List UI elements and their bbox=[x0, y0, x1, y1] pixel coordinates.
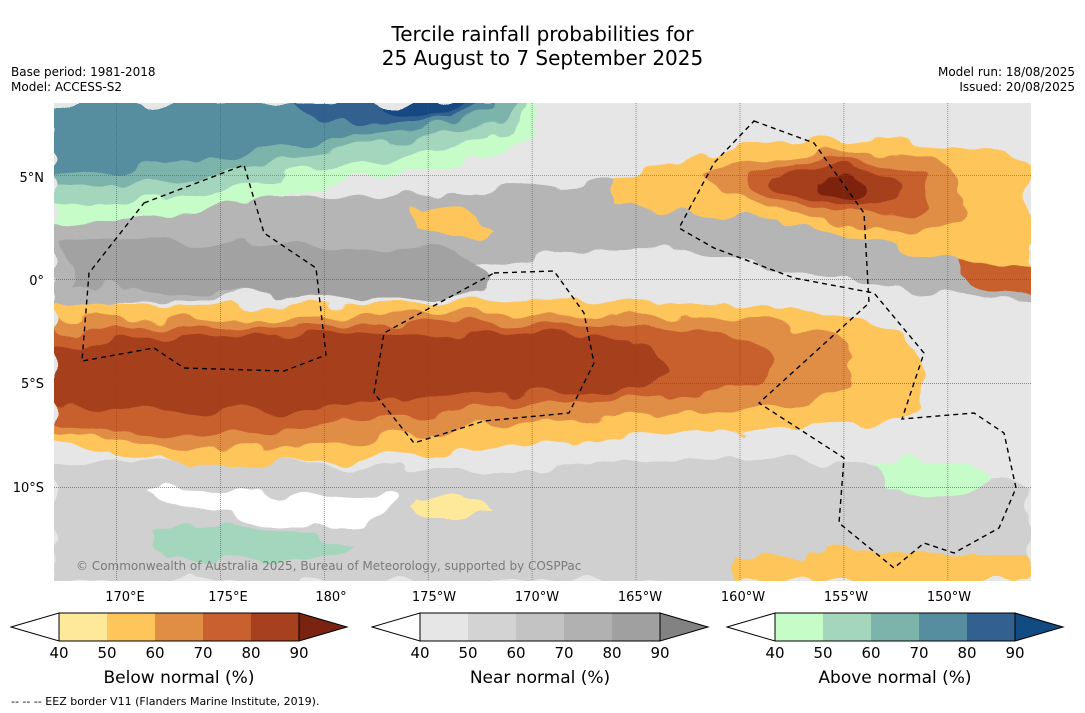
map-canvas bbox=[54, 103, 1031, 581]
graticule bbox=[54, 103, 1031, 581]
map-title: Tercile rainfall probabilities for 25 Au… bbox=[0, 22, 1085, 70]
lon-label-170w: 170°W bbox=[514, 590, 560, 605]
cbar-near-label: Near normal (%) bbox=[469, 668, 611, 688]
above-normal-90 bbox=[384, 103, 474, 116]
cbar-near-tick-70: 70 bbox=[554, 644, 574, 662]
colorbar-above-normal bbox=[726, 612, 1065, 642]
cbar-below-tick-40: 40 bbox=[49, 644, 69, 662]
eez-border-central bbox=[373, 270, 595, 444]
below-normal-patch-east bbox=[954, 262, 1031, 294]
lon-label-175w: 175°W bbox=[411, 590, 457, 605]
meta-right: Model run: 18/08/2025 Issued: 20/08/2025 bbox=[938, 65, 1075, 95]
colorbar-near-normal bbox=[371, 612, 710, 642]
cbar-below-70-80 bbox=[203, 613, 251, 641]
rainfall-map bbox=[54, 103, 1031, 581]
copyright-credit: © Commonwealth of Australia 2025, Bureau… bbox=[76, 559, 582, 573]
cbar-above-tick-90: 90 bbox=[1005, 644, 1025, 662]
cbar-near-tick-60: 60 bbox=[506, 644, 526, 662]
cbar-below-extend-low bbox=[10, 612, 60, 642]
below-normal-80 bbox=[54, 333, 670, 414]
near-normal-core bbox=[64, 240, 491, 298]
cbar-below-50-60 bbox=[107, 613, 155, 641]
cbar-near-tick-50: 50 bbox=[458, 644, 478, 662]
colorbar-below-normal bbox=[10, 612, 349, 642]
lon-label-170e: 170°E bbox=[105, 590, 145, 605]
below-normal-patch-center bbox=[414, 206, 494, 238]
cbar-above-tick-50: 50 bbox=[813, 644, 833, 662]
above-normal-patch-se bbox=[874, 461, 994, 492]
cbar-near-extend-low bbox=[371, 612, 421, 642]
below-normal-ne-90 bbox=[814, 176, 870, 198]
cbar-near-tick-90: 90 bbox=[650, 644, 670, 662]
eez-border-east bbox=[678, 120, 1017, 569]
lon-label-160w: 160°W bbox=[720, 590, 766, 605]
cbar-near-extend-high bbox=[660, 613, 708, 641]
cbar-above-tick-60: 60 bbox=[861, 644, 881, 662]
cbar-below-tick-50: 50 bbox=[97, 644, 117, 662]
cbar-below-arrow-frame bbox=[298, 612, 349, 642]
cbar-above-50-60 bbox=[823, 613, 871, 641]
cbar-near-tick-80: 80 bbox=[602, 644, 622, 662]
cbar-above-40-50 bbox=[775, 613, 823, 641]
cbar-above-60-70 bbox=[871, 613, 919, 641]
cbar-below-tick-90: 90 bbox=[289, 644, 309, 662]
lat-label-5s: 5°S bbox=[20, 377, 44, 392]
cbar-above-extend-low bbox=[726, 612, 776, 642]
eez-border-west bbox=[81, 164, 327, 372]
cbar-near-60-70 bbox=[516, 613, 564, 641]
cbar-above-70-80 bbox=[919, 613, 967, 641]
lon-label-165w: 165°W bbox=[617, 590, 663, 605]
meta-left: Base period: 1981-2018 Model: ACCESS-S2 bbox=[11, 65, 156, 95]
eez-footnote: -- -- -- EEZ border V11 (Flanders Marine… bbox=[11, 695, 320, 708]
cbar-below-label: Below normal (%) bbox=[103, 668, 255, 688]
cbar-above-80-90 bbox=[967, 613, 1015, 641]
lat-label-0: 0° bbox=[29, 274, 44, 289]
cbar-below-extend-high bbox=[299, 613, 347, 641]
cbar-near-arrow-frame bbox=[659, 612, 710, 642]
cbar-above-tick-80: 80 bbox=[957, 644, 977, 662]
cbar-below-tick-60: 60 bbox=[145, 644, 165, 662]
issued-date: Issued: 20/08/2025 bbox=[959, 80, 1075, 94]
above-normal-patch-sw bbox=[154, 526, 354, 564]
cbar-above-extend-high bbox=[1015, 613, 1063, 641]
lon-label-175e: 175°E bbox=[208, 590, 248, 605]
cbar-above-tick-40: 40 bbox=[765, 644, 785, 662]
cbar-below-tick-70: 70 bbox=[193, 644, 213, 662]
cbar-below-60-70 bbox=[155, 613, 203, 641]
cbar-below-tick-80: 80 bbox=[241, 644, 261, 662]
cbar-near-tick-40: 40 bbox=[410, 644, 430, 662]
cbar-near-70-80 bbox=[564, 613, 612, 641]
cbar-above-label: Above normal (%) bbox=[818, 668, 972, 688]
lat-label-5n: 5°N bbox=[19, 171, 45, 186]
base-period: Base period: 1981-2018 bbox=[11, 65, 156, 79]
cbar-near-50-60 bbox=[468, 613, 516, 641]
below-normal-patch-south bbox=[734, 551, 1031, 581]
model-name: Model: ACCESS-S2 bbox=[11, 80, 123, 94]
white-patch-south bbox=[144, 487, 399, 529]
title-line-2: 25 August to 7 September 2025 bbox=[381, 46, 704, 70]
cbar-above-arrow-frame bbox=[1014, 612, 1065, 642]
probability-fields bbox=[54, 103, 1031, 581]
cbar-above-tick-70: 70 bbox=[909, 644, 929, 662]
lon-label-155w: 155°W bbox=[823, 590, 869, 605]
cbar-near-40-50 bbox=[420, 613, 468, 641]
cbar-below-40-50 bbox=[59, 613, 107, 641]
eez-borders bbox=[81, 120, 1017, 569]
title-line-1: Tercile rainfall probabilities for bbox=[391, 22, 694, 46]
cbar-near-80-90 bbox=[612, 613, 660, 641]
lon-label-150w: 150°W bbox=[926, 590, 972, 605]
below-normal-40-patch bbox=[414, 496, 494, 517]
lat-label-10s: 10°S bbox=[12, 481, 44, 496]
cbar-below-80-90 bbox=[251, 613, 299, 641]
lon-label-180: 180° bbox=[315, 590, 347, 605]
model-run: Model run: 18/08/2025 bbox=[937, 65, 1075, 79]
